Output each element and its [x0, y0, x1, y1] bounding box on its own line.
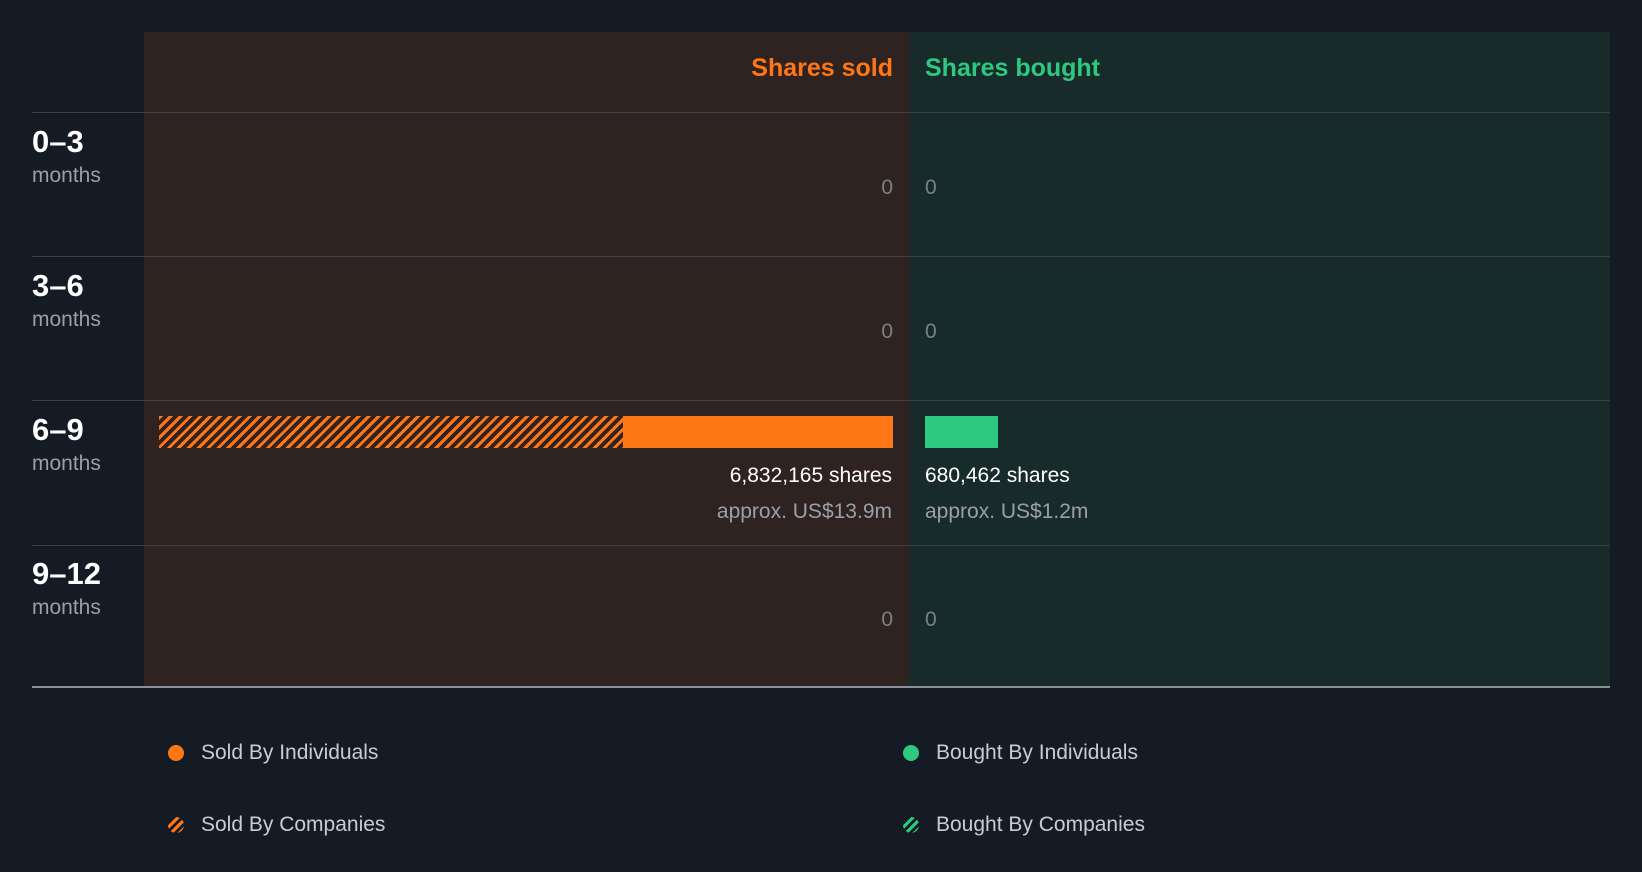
sold-shares-value: 6,832,165 shares: [729, 464, 892, 487]
sold-usd-value: approx. US$13.9m: [716, 500, 892, 523]
period-unit: months: [32, 596, 101, 619]
bar-sold-by-individuals: [623, 416, 893, 448]
shares-bought-header: Shares bought: [925, 54, 1101, 82]
shares-sold-header: Shares sold: [751, 54, 893, 82]
row-divider: [32, 112, 1610, 113]
legend-sold-by-companies: Sold By Companies: [168, 813, 385, 837]
legend-label: Sold By Individuals: [201, 741, 379, 764]
bought-shares-value: 680,462 shares: [925, 464, 1070, 487]
period-range: 9–12: [32, 556, 101, 591]
shares-sold-panel: [144, 32, 909, 687]
legend-dot-solid-green-icon: [903, 745, 919, 761]
legend-dot-solid-orange-icon: [168, 745, 184, 761]
period-label: 0–3 months: [32, 124, 101, 188]
legend-label: Bought By Companies: [936, 813, 1145, 836]
bought-zero-label: 0: [925, 320, 937, 343]
period-unit: months: [32, 164, 101, 187]
chart-baseline: [32, 686, 1610, 688]
legend-label: Bought By Individuals: [936, 741, 1138, 764]
row-divider: [32, 400, 1610, 401]
bar-sold-by-companies: [159, 416, 624, 448]
period-unit: months: [32, 308, 101, 331]
period-range: 0–3: [32, 124, 84, 159]
row-divider: [32, 256, 1610, 257]
legend-dot-striped-green-icon: [903, 817, 919, 833]
bought-usd-value: approx. US$1.2m: [925, 500, 1089, 523]
row-divider: [32, 545, 1610, 546]
legend-bought-by-individuals: Bought By Individuals: [903, 741, 1138, 765]
shares-bought-panel: [909, 32, 1610, 687]
period-label: 9–12 months: [32, 556, 101, 620]
legend-label: Sold By Companies: [201, 813, 386, 836]
legend-dot-striped-orange-icon: [168, 817, 184, 833]
legend-sold-by-individuals: Sold By Individuals: [168, 741, 378, 765]
bought-zero-label: 0: [925, 608, 937, 631]
legend-bought-by-companies: Bought By Companies: [903, 813, 1145, 837]
period-range: 3–6: [32, 268, 84, 303]
period-label: 3–6 months: [32, 268, 101, 332]
sold-zero-label: 0: [881, 320, 893, 343]
sold-zero-label: 0: [881, 608, 893, 631]
bought-zero-label: 0: [925, 176, 937, 199]
sold-zero-label: 0: [881, 176, 893, 199]
period-unit: months: [32, 452, 101, 475]
period-label: 6–9 months: [32, 412, 101, 476]
period-range: 6–9: [32, 412, 84, 447]
bar-bought-by-individuals: [925, 416, 999, 448]
